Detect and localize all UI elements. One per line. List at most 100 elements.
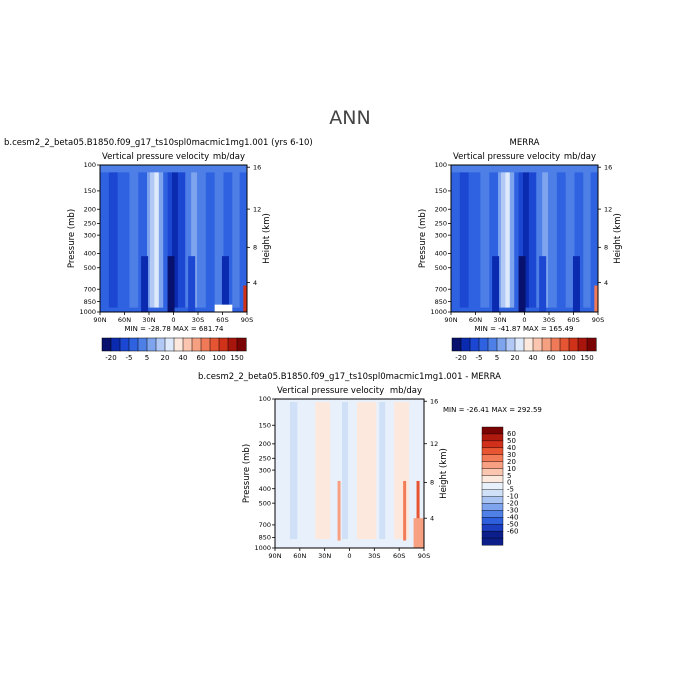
y-tick-label: 300 xyxy=(435,231,447,239)
colorbar-label: -20 xyxy=(455,354,466,362)
contour-field xyxy=(100,165,248,312)
stats-text: MIN = -26.41 MAX = 292.59 xyxy=(443,406,542,414)
x-tick-label: 60N xyxy=(293,552,306,560)
y-tick-label: 150 xyxy=(84,187,96,195)
y-tick-label: 700 xyxy=(84,285,96,293)
y-axis-label: Pressure (mb) xyxy=(242,444,252,503)
colorbar-swatch xyxy=(577,337,588,352)
y2-axis-label: Height (km) xyxy=(439,448,449,499)
colorbar-swatch xyxy=(481,440,504,449)
stats-text: MIN = -41.87 MAX = 165.49 xyxy=(475,325,574,333)
colorbar-swatch xyxy=(218,337,229,352)
contour-band xyxy=(451,170,461,308)
contour-band xyxy=(239,170,248,308)
y-tick-label: 850 xyxy=(259,534,271,542)
colorbar-label: 60 xyxy=(507,430,516,438)
colorbar-label: 0 xyxy=(507,479,511,487)
colorbar-swatch xyxy=(481,447,504,456)
x-tick-label: 90N xyxy=(444,316,457,324)
colorbar-label: 60 xyxy=(197,354,206,362)
colorbar-label: -20 xyxy=(507,500,518,508)
contour-field xyxy=(451,165,599,312)
panel-subtitle-right: mb/day xyxy=(390,386,422,396)
colorbar-swatch xyxy=(137,337,148,352)
colorbar-swatch xyxy=(164,337,175,352)
page-title: ANN xyxy=(329,107,370,129)
x-tick-label: 0 xyxy=(171,316,175,324)
x-tick-label: 60N xyxy=(118,316,131,324)
colorbar-swatch xyxy=(451,337,462,352)
y2-tick-label: 12 xyxy=(253,205,261,213)
panel-subtitle-left: Vertical pressure velocity xyxy=(453,152,560,162)
colorbar-swatch xyxy=(481,510,504,518)
colorbar-swatch xyxy=(481,468,504,477)
contour-band xyxy=(539,256,547,312)
contour-band xyxy=(356,401,377,540)
x-tick-label: 90N xyxy=(268,552,281,560)
contour-band xyxy=(154,170,160,308)
contour-band xyxy=(167,170,173,308)
contour-band xyxy=(523,170,530,308)
colorbar-label: -40 xyxy=(507,513,518,521)
colorbar-swatch xyxy=(110,337,121,352)
y-tick-label: 300 xyxy=(259,466,271,474)
y2-tick-label: 8 xyxy=(253,244,257,252)
colorbar-swatch xyxy=(236,337,247,352)
colorbar-label: 5 xyxy=(495,354,499,362)
y-tick-label: 200 xyxy=(84,205,96,213)
x-tick-label: 60S xyxy=(567,316,579,324)
colorbar-label: 10 xyxy=(507,465,516,473)
colorbar-swatch xyxy=(568,337,579,352)
contour-band xyxy=(100,165,247,173)
colorbar-swatch xyxy=(469,337,480,352)
colorbar-swatch xyxy=(200,337,211,352)
colorbar-swatch xyxy=(481,517,504,525)
contour-band xyxy=(548,170,558,308)
colorbar-swatch xyxy=(481,461,504,470)
contour-band xyxy=(214,170,224,308)
contour-band xyxy=(498,170,502,308)
colorbar-label: 150 xyxy=(230,354,243,362)
colorbar-label: 100 xyxy=(212,354,225,362)
colorbar-swatch xyxy=(182,337,193,352)
contour-band xyxy=(528,170,537,308)
contour-band xyxy=(147,170,151,308)
contour-band xyxy=(232,170,241,308)
y-tick-label: 100 xyxy=(259,395,271,403)
colorbar-label: -5 xyxy=(507,486,514,494)
colorbar-label: -5 xyxy=(476,354,483,362)
contour-band xyxy=(556,170,567,308)
contour-band xyxy=(138,170,148,308)
colorbar-swatch xyxy=(155,337,166,352)
y-axis-label: Pressure (mb) xyxy=(418,209,428,268)
y-tick-label: 700 xyxy=(259,521,271,529)
contour-band xyxy=(197,170,207,308)
x-tick-label: 30S xyxy=(543,316,555,324)
stats-text: MIN = -28.78 MAX = 681.74 xyxy=(125,325,224,333)
contour-band xyxy=(468,170,481,308)
colorbar-label: 150 xyxy=(580,354,593,362)
colorbar-swatch xyxy=(119,337,130,352)
panel-title: MERRA xyxy=(510,138,540,148)
contour-band xyxy=(536,170,543,308)
colorbar-label: 5 xyxy=(145,354,149,362)
y2-tick-label: 4 xyxy=(430,514,434,522)
panel-subtitle-left: Vertical pressure velocity xyxy=(102,152,209,162)
contour-band xyxy=(177,170,186,308)
colorbar-swatch xyxy=(146,337,157,352)
y2-axis-label: Height (km) xyxy=(262,213,272,264)
y-tick-label: 200 xyxy=(435,205,447,213)
contour-band xyxy=(167,256,175,312)
colorbar-swatch xyxy=(227,337,238,352)
colorbar-label: -50 xyxy=(507,520,518,528)
y-tick-label: 850 xyxy=(84,298,96,306)
colorbar-0: MIN = -28.78 MAX = 681.74 -20 -5 5 20 40 60 100… xyxy=(101,325,247,362)
y2-axis-label: Height (km) xyxy=(613,213,623,264)
colorbar-swatch xyxy=(550,337,561,352)
contour-band xyxy=(542,170,549,308)
panel-subtitle-left: Vertical pressure velocity xyxy=(277,386,384,396)
colorbar-label: 60 xyxy=(547,354,556,362)
contour-band xyxy=(149,170,155,308)
y-tick-label: 100 xyxy=(435,161,447,169)
contour-band xyxy=(489,170,499,308)
